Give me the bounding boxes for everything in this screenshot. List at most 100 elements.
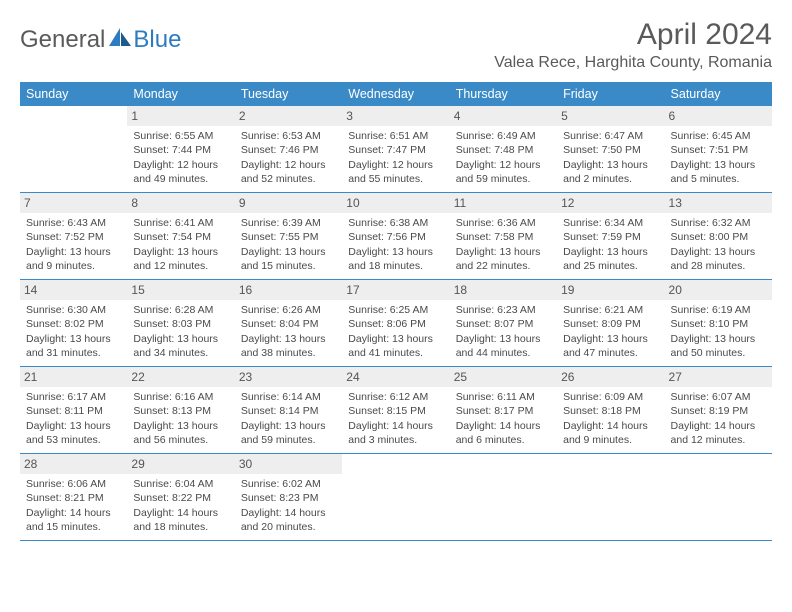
calendar-cell: 27Sunrise: 6:07 AMSunset: 8:19 PMDayligh… — [665, 367, 772, 453]
day-number: 27 — [665, 367, 772, 387]
sunrise-text: Sunrise: 6:12 AM — [348, 390, 443, 404]
calendar-cell: 25Sunrise: 6:11 AMSunset: 8:17 PMDayligh… — [450, 367, 557, 453]
sunset-text: Sunset: 7:54 PM — [133, 230, 228, 244]
day-number: 26 — [557, 367, 664, 387]
sunset-text: Sunset: 8:17 PM — [456, 404, 551, 418]
sunrise-text: Sunrise: 6:43 AM — [26, 216, 121, 230]
sunrise-text: Sunrise: 6:23 AM — [456, 303, 551, 317]
sunset-text: Sunset: 7:48 PM — [456, 143, 551, 157]
daylight-text: and 6 minutes. — [456, 433, 551, 447]
sunrise-text: Sunrise: 6:55 AM — [133, 129, 228, 143]
sunrise-text: Sunrise: 6:49 AM — [456, 129, 551, 143]
daylight-text: and 2 minutes. — [563, 172, 658, 186]
day-number: 8 — [127, 193, 234, 213]
day-header: Sunday — [20, 82, 127, 106]
sunrise-text: Sunrise: 6:21 AM — [563, 303, 658, 317]
daylight-text: Daylight: 13 hours — [671, 245, 766, 259]
sunset-text: Sunset: 7:52 PM — [26, 230, 121, 244]
sunset-text: Sunset: 8:18 PM — [563, 404, 658, 418]
sunset-text: Sunset: 8:23 PM — [241, 491, 336, 505]
sunset-text: Sunset: 8:06 PM — [348, 317, 443, 331]
daylight-text: and 38 minutes. — [241, 346, 336, 360]
month-title: April 2024 — [494, 18, 772, 52]
day-number: 30 — [235, 454, 342, 474]
daylight-text: Daylight: 13 hours — [671, 158, 766, 172]
day-number: 7 — [20, 193, 127, 213]
calendar-cell: 11Sunrise: 6:36 AMSunset: 7:58 PMDayligh… — [450, 193, 557, 279]
sunset-text: Sunset: 8:03 PM — [133, 317, 228, 331]
sunset-text: Sunset: 7:46 PM — [241, 143, 336, 157]
day-number: 22 — [127, 367, 234, 387]
daylight-text: and 3 minutes. — [348, 433, 443, 447]
sunrise-text: Sunrise: 6:34 AM — [563, 216, 658, 230]
daylight-text: Daylight: 13 hours — [241, 332, 336, 346]
daylight-text: and 18 minutes. — [348, 259, 443, 273]
sunrise-text: Sunrise: 6:51 AM — [348, 129, 443, 143]
sunrise-text: Sunrise: 6:19 AM — [671, 303, 766, 317]
calendar-cell: 4Sunrise: 6:49 AMSunset: 7:48 PMDaylight… — [450, 106, 557, 192]
calendar-cell: 23Sunrise: 6:14 AMSunset: 8:14 PMDayligh… — [235, 367, 342, 453]
daylight-text: and 12 minutes. — [671, 433, 766, 447]
day-header: Tuesday — [235, 82, 342, 106]
daylight-text: Daylight: 13 hours — [563, 245, 658, 259]
day-number: 9 — [235, 193, 342, 213]
daylight-text: Daylight: 14 hours — [563, 419, 658, 433]
daylight-text: and 41 minutes. — [348, 346, 443, 360]
daylight-text: Daylight: 14 hours — [241, 506, 336, 520]
daylight-text: Daylight: 13 hours — [456, 332, 551, 346]
calendar-cell: 19Sunrise: 6:21 AMSunset: 8:09 PMDayligh… — [557, 280, 664, 366]
daylight-text: and 52 minutes. — [241, 172, 336, 186]
sunset-text: Sunset: 7:59 PM — [563, 230, 658, 244]
day-number: 12 — [557, 193, 664, 213]
calendar-cell: 15Sunrise: 6:28 AMSunset: 8:03 PMDayligh… — [127, 280, 234, 366]
sunrise-text: Sunrise: 6:41 AM — [133, 216, 228, 230]
calendar-cell: 16Sunrise: 6:26 AMSunset: 8:04 PMDayligh… — [235, 280, 342, 366]
sunrise-text: Sunrise: 6:38 AM — [348, 216, 443, 230]
calendar-cell: 22Sunrise: 6:16 AMSunset: 8:13 PMDayligh… — [127, 367, 234, 453]
daylight-text: Daylight: 13 hours — [241, 419, 336, 433]
location-text: Valea Rece, Harghita County, Romania — [494, 54, 772, 72]
daylight-text: and 59 minutes. — [241, 433, 336, 447]
daylight-text: Daylight: 13 hours — [348, 245, 443, 259]
daylight-text: Daylight: 14 hours — [456, 419, 551, 433]
sunrise-text: Sunrise: 6:07 AM — [671, 390, 766, 404]
daylight-text: Daylight: 14 hours — [133, 506, 228, 520]
daylight-text: Daylight: 13 hours — [348, 332, 443, 346]
sunrise-text: Sunrise: 6:30 AM — [26, 303, 121, 317]
calendar-cell-empty — [20, 106, 127, 192]
sunrise-text: Sunrise: 6:28 AM — [133, 303, 228, 317]
daylight-text: Daylight: 13 hours — [456, 245, 551, 259]
calendar-cell: 2Sunrise: 6:53 AMSunset: 7:46 PMDaylight… — [235, 106, 342, 192]
calendar-cell-empty — [665, 454, 772, 540]
sunrise-text: Sunrise: 6:17 AM — [26, 390, 121, 404]
calendar-cell-empty — [450, 454, 557, 540]
day-number: 18 — [450, 280, 557, 300]
day-number: 13 — [665, 193, 772, 213]
day-header: Wednesday — [342, 82, 449, 106]
calendar-cell: 29Sunrise: 6:04 AMSunset: 8:22 PMDayligh… — [127, 454, 234, 540]
day-number: 20 — [665, 280, 772, 300]
calendar-cell-empty — [557, 454, 664, 540]
calendar-cell: 13Sunrise: 6:32 AMSunset: 8:00 PMDayligh… — [665, 193, 772, 279]
title-block: April 2024 Valea Rece, Harghita County, … — [494, 18, 772, 72]
sunrise-text: Sunrise: 6:09 AM — [563, 390, 658, 404]
sunrise-text: Sunrise: 6:25 AM — [348, 303, 443, 317]
sunrise-text: Sunrise: 6:36 AM — [456, 216, 551, 230]
calendar-cell: 10Sunrise: 6:38 AMSunset: 7:56 PMDayligh… — [342, 193, 449, 279]
daylight-text: Daylight: 13 hours — [671, 332, 766, 346]
day-number: 21 — [20, 367, 127, 387]
daylight-text: Daylight: 13 hours — [26, 245, 121, 259]
daylight-text: and 25 minutes. — [563, 259, 658, 273]
calendar-cell-empty — [342, 454, 449, 540]
logo-text-general: General — [20, 26, 105, 54]
day-number: 28 — [20, 454, 127, 474]
day-header: Monday — [127, 82, 234, 106]
calendar-week: 14Sunrise: 6:30 AMSunset: 8:02 PMDayligh… — [20, 280, 772, 367]
daylight-text: and 31 minutes. — [26, 346, 121, 360]
sunset-text: Sunset: 8:22 PM — [133, 491, 228, 505]
calendar-cell: 8Sunrise: 6:41 AMSunset: 7:54 PMDaylight… — [127, 193, 234, 279]
daylight-text: Daylight: 14 hours — [26, 506, 121, 520]
daylight-text: and 12 minutes. — [133, 259, 228, 273]
daylight-text: Daylight: 13 hours — [26, 332, 121, 346]
day-number: 6 — [665, 106, 772, 126]
